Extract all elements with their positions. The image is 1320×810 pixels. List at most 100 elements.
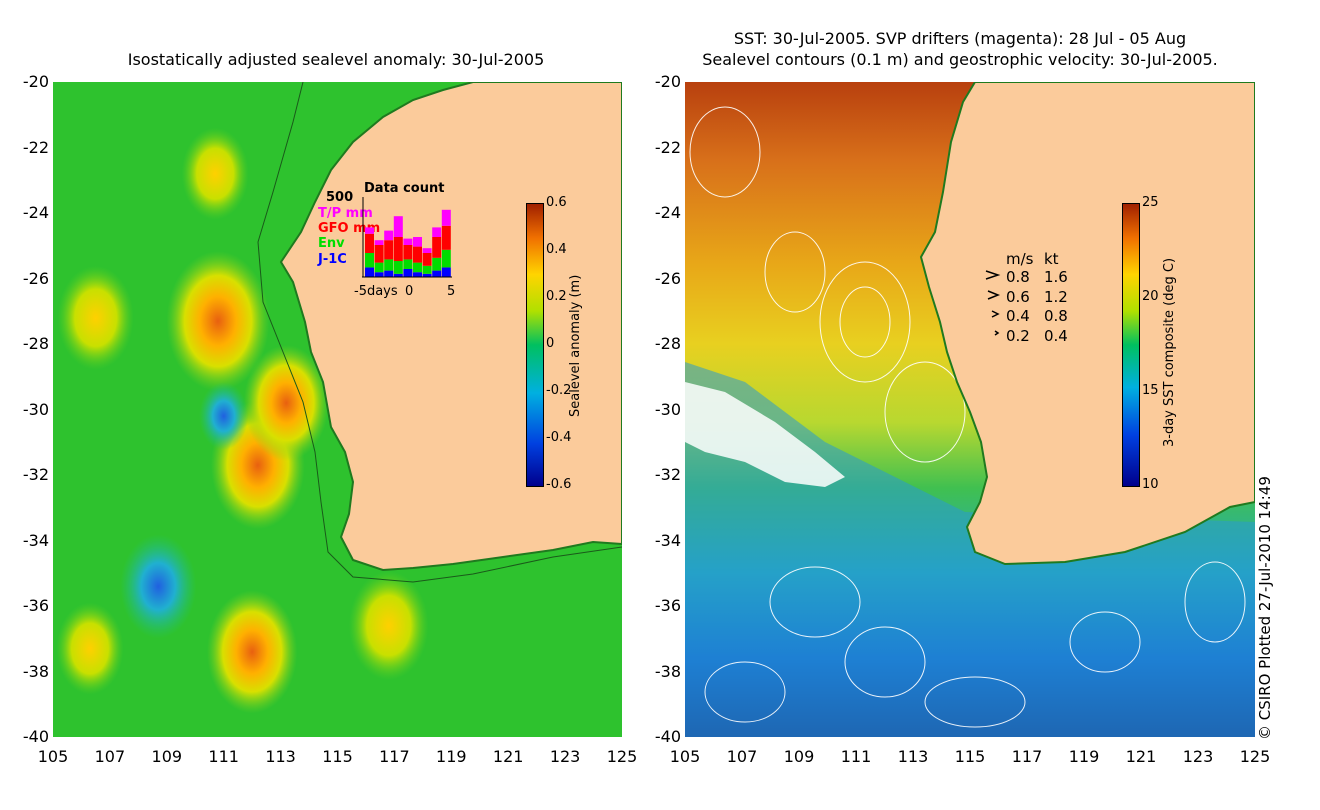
colorbar-tick-label: 0 bbox=[546, 336, 555, 351]
colorbar-tick-label: -0.4 bbox=[546, 430, 572, 445]
inset-bar-segment-tp bbox=[403, 238, 413, 245]
inset-bar-segment-gfo bbox=[422, 253, 432, 266]
inset-legend-j1c: J-1C bbox=[318, 252, 347, 267]
vel-row-kt: 0.4 bbox=[1044, 327, 1068, 345]
x-tick-label: 105 bbox=[669, 747, 701, 766]
y-tick-label: -40 bbox=[22, 727, 49, 746]
inset-bar-segment-gfo bbox=[393, 237, 403, 261]
shelf-edge-left bbox=[257, 82, 622, 583]
sst-colorbar-label: 3-day SST composite (deg C) bbox=[1162, 257, 1177, 447]
inset-bar-segment-jtc bbox=[441, 267, 451, 277]
y-tick-label: -34 bbox=[654, 530, 681, 550]
inset-bar-segment-env bbox=[374, 262, 384, 273]
inset-bar-segment-tp bbox=[432, 227, 442, 237]
x-tick-label: 113 bbox=[265, 747, 296, 766]
colorbar-tick-label: 25 bbox=[1142, 195, 1159, 210]
vel-arrow-glyphs bbox=[985, 270, 1001, 336]
y-tick-label: -40 bbox=[654, 727, 681, 746]
inset-bar-segment-tp bbox=[365, 227, 374, 234]
y-tick-label: -32 bbox=[22, 465, 49, 484]
inset-bar-segment-tp bbox=[393, 216, 403, 237]
x-tick-label: 123 bbox=[1182, 747, 1214, 766]
inset-bar-segment-env bbox=[432, 257, 442, 271]
y-tick-label: -20 bbox=[654, 72, 681, 91]
y-tick-label: -38 bbox=[654, 661, 681, 681]
cloud-mask bbox=[685, 382, 845, 487]
x-tick-label: 125 bbox=[606, 747, 638, 766]
x-tick-label: 121 bbox=[492, 747, 524, 766]
inset-ymax: 500 bbox=[326, 190, 354, 205]
colorbar-tick-label: 15 bbox=[1142, 383, 1159, 398]
inset-bar-segment-jtc bbox=[365, 267, 374, 277]
sst-colorbar bbox=[1122, 203, 1140, 487]
inset-bar-segment-gfo bbox=[413, 246, 422, 263]
inset-legend-env: Env bbox=[318, 236, 345, 251]
anomaly-high bbox=[181, 127, 249, 220]
inset-bar-segment-tp bbox=[374, 240, 384, 245]
anomaly-high bbox=[57, 265, 134, 370]
vel-row-ms: 0.8 bbox=[1006, 268, 1030, 286]
vel-arrow-icon bbox=[991, 310, 1000, 318]
left-chart-title: Isostatically adjusted sealevel anomaly:… bbox=[127, 50, 545, 69]
y-tick-label: -26 bbox=[654, 268, 681, 288]
inset-bar-segment-gfo bbox=[384, 240, 394, 260]
inset-bar-segment-gfo bbox=[365, 233, 374, 253]
inset-bar-segment-gfo bbox=[403, 245, 413, 260]
x-tick-label: 117 bbox=[1011, 747, 1043, 766]
vel-row-ms: 0.4 bbox=[1006, 307, 1030, 325]
y-tick-label: -26 bbox=[22, 268, 49, 288]
vel-arrow-icon bbox=[987, 290, 1001, 300]
inset-bar-segment-tp bbox=[441, 209, 451, 226]
x-tick-label: 115 bbox=[322, 747, 353, 766]
x-tick-label: 115 bbox=[954, 747, 986, 766]
y-tick-label: -32 bbox=[654, 465, 681, 484]
sst-map-svg bbox=[685, 82, 1255, 737]
colorbar-tick-label: 0.6 bbox=[546, 195, 567, 210]
inset-bar-segment-jtc bbox=[422, 273, 432, 277]
x-tick-label: 105 bbox=[37, 747, 69, 766]
inset-bar-segment-env bbox=[384, 259, 394, 271]
x-tick-label: 121 bbox=[1125, 747, 1157, 766]
anomaly-high bbox=[56, 602, 124, 695]
x-tick-label: 111 bbox=[840, 747, 872, 766]
x-tick-label: 119 bbox=[1068, 747, 1100, 766]
y-tick-label: -22 bbox=[22, 137, 49, 157]
inset-legend-gfo: GFO mm bbox=[318, 221, 381, 236]
vel-row-kt: 0.8 bbox=[1044, 307, 1068, 325]
anomaly-high bbox=[206, 590, 298, 714]
inset-bar-segment-gfo bbox=[441, 225, 451, 250]
x-tick-label: 125 bbox=[1239, 747, 1271, 766]
colorbar-tick-label: 0.4 bbox=[546, 242, 567, 257]
vel-header-kt: kt bbox=[1044, 250, 1059, 268]
inset-bar-segment-jtc bbox=[384, 270, 394, 277]
x-tick-label: 107 bbox=[94, 747, 126, 766]
y-tick-label: -36 bbox=[654, 596, 681, 615]
anomaly-high bbox=[166, 251, 270, 392]
colorbar-tick-label: 20 bbox=[1142, 289, 1159, 304]
y-tick-label: -38 bbox=[22, 661, 49, 681]
vel-row-ms: 0.2 bbox=[1006, 327, 1030, 345]
y-tick-label: -24 bbox=[22, 203, 49, 222]
colorbar-tick-label: 10 bbox=[1142, 477, 1159, 492]
sla-colorbar-label: Sealevel anomaly (m) bbox=[568, 274, 583, 417]
vel-row-ms: 0.6 bbox=[1006, 288, 1030, 306]
inset-xtick-0: 0 bbox=[405, 284, 414, 299]
inset-bar-segment-jtc bbox=[403, 269, 413, 277]
inset-bar-segment-jtc bbox=[374, 272, 384, 277]
anomaly-low bbox=[199, 382, 249, 451]
land-australia-right bbox=[919, 82, 1255, 566]
inset-title: Data count bbox=[364, 181, 445, 196]
inset-bar-segment-env bbox=[365, 253, 374, 268]
inset-bar-segment-tp bbox=[384, 230, 394, 241]
sla-colorbar bbox=[526, 203, 544, 487]
inset-bar-chart bbox=[362, 197, 452, 278]
anomaly-high bbox=[348, 571, 429, 681]
inset-bar-segment-jtc bbox=[432, 270, 442, 277]
y-tick-label: -24 bbox=[654, 203, 681, 222]
inset-xtick-5: 5 bbox=[447, 284, 456, 299]
inset-bar-segment-env bbox=[422, 265, 432, 274]
colorbar-tick-label: 0.2 bbox=[546, 289, 567, 304]
y-tick-label: -20 bbox=[22, 72, 49, 91]
credit-text: © CSIRO Plotted 27-Jul-2010 14:49 bbox=[1256, 476, 1274, 740]
vel-arrow-icon bbox=[994, 330, 1000, 336]
